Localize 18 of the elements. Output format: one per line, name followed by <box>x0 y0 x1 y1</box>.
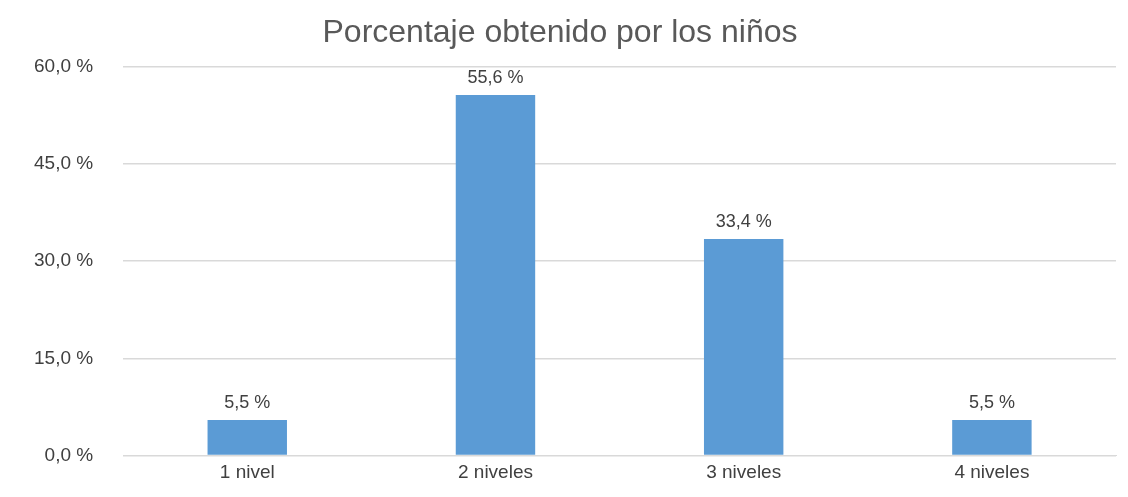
x-tick-label: 3 niveles <box>706 461 782 483</box>
x-tick-label: 1 nivel <box>219 461 275 483</box>
y-tick-label: 60,0 % <box>34 54 94 76</box>
x-tick-label: 4 niveles <box>954 461 1030 483</box>
bar <box>455 94 536 455</box>
data-label: 5,5 % <box>224 391 271 412</box>
data-label: 33,4 % <box>715 210 772 231</box>
y-tick-label: 45,0 % <box>34 151 94 173</box>
bar <box>207 419 287 455</box>
y-tick-label: 0,0 % <box>44 443 94 465</box>
y-tick-label: 15,0 % <box>34 346 94 368</box>
bar <box>952 419 1032 455</box>
data-label: 55,6 % <box>467 66 524 87</box>
chart-title: Porcentaje obtenido por los niños <box>322 13 798 50</box>
data-label: 5,5 % <box>968 391 1015 412</box>
y-tick-label: 30,0 % <box>34 249 94 271</box>
x-tick-label: 2 niveles <box>457 461 533 483</box>
bar <box>703 238 784 455</box>
